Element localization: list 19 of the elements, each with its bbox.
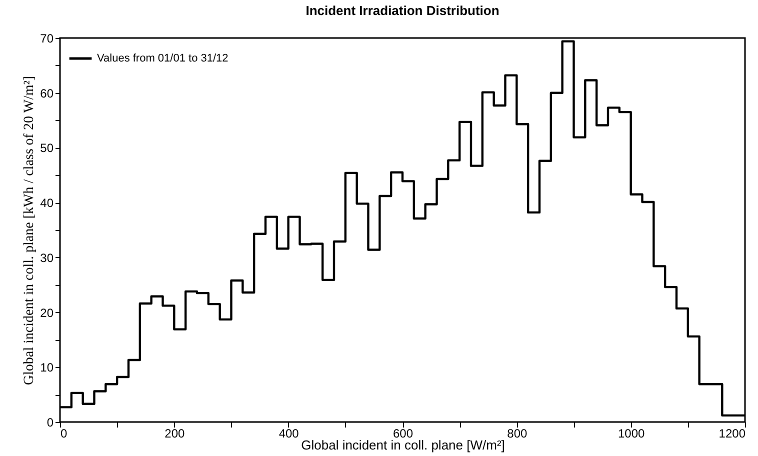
y-tick-label: 50 bbox=[40, 141, 54, 156]
y-tick-label: 0 bbox=[46, 416, 54, 430]
y-tick-label: 70 bbox=[40, 32, 54, 46]
y-tick-label: 30 bbox=[40, 250, 54, 265]
legend-label: Values from 01/01 to 31/12 bbox=[97, 52, 228, 64]
x-axis-title: Global incident in coll. plane [W/m²] bbox=[301, 438, 505, 452]
x-tick-label: 1200 bbox=[718, 426, 746, 440]
x-tick-label: 0 bbox=[60, 426, 68, 440]
y-tick-label: 20 bbox=[40, 306, 54, 320]
y-tick-label: 60 bbox=[40, 86, 54, 100]
y-axis-title: Global incident in coll. plane [kWh / class of 20 W/m²] bbox=[22, 76, 38, 386]
x-tick-label: 600 bbox=[392, 426, 414, 440]
y-tick-label: 40 bbox=[40, 196, 54, 210]
x-tick-label: 200 bbox=[164, 426, 185, 440]
y-tick-label: 10 bbox=[40, 360, 54, 375]
chart-title: Incident Irradiation Distribution bbox=[306, 3, 500, 18]
x-tick-label: 400 bbox=[278, 426, 300, 440]
x-tick-label: 1000 bbox=[618, 426, 646, 440]
x-tick-label: 800 bbox=[507, 426, 528, 440]
